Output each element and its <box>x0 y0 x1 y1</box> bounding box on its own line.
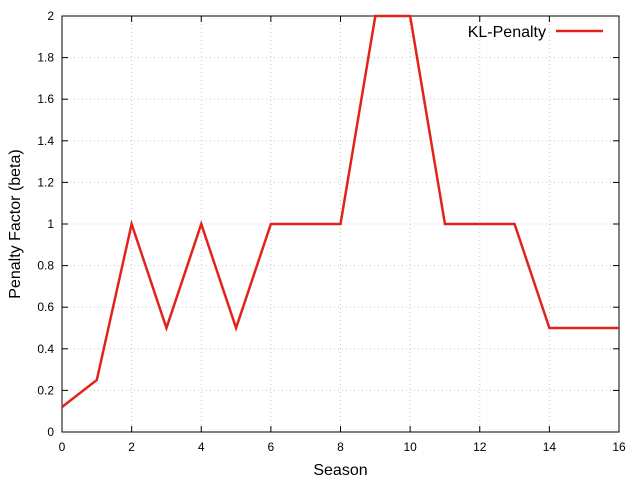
series-lines <box>61 14 619 409</box>
y-tick-label: 2 <box>47 9 54 23</box>
x-tick-label: 6 <box>268 440 275 454</box>
x-tick-label: 4 <box>198 440 205 454</box>
y-tick-label: 0 <box>47 425 54 439</box>
y-tick-label: 0.8 <box>37 259 54 273</box>
x-tick-label: 8 <box>337 440 344 454</box>
y-tick-label: 0.2 <box>37 383 54 397</box>
x-tick-label: 2 <box>128 440 135 454</box>
x-tick-label: 0 <box>59 440 66 454</box>
x-tick-label: 10 <box>403 440 417 454</box>
x-axis-label: Season <box>313 462 367 479</box>
x-tick-label: 14 <box>543 440 557 454</box>
legend-label: KL-Penalty <box>468 24 546 41</box>
y-tick-label: 1.6 <box>37 92 54 106</box>
y-axis-label: Penalty Factor (beta) <box>7 149 24 298</box>
y-tick-labels: 0 0.2 0.4 0.6 0.8 1 1.2 1.4 1.6 1.8 2 <box>37 9 54 439</box>
y-tick-label: 0.6 <box>37 300 54 314</box>
series-line <box>61 14 619 409</box>
legend: KL-Penalty <box>468 24 603 41</box>
y-tick-label: 1.8 <box>37 51 54 65</box>
x-tick-labels: 0 2 4 6 8 10 12 14 16 <box>59 440 626 454</box>
axis-ticks <box>61 15 620 433</box>
y-tick-label: 0.4 <box>37 342 54 356</box>
y-tick-label: 1.4 <box>37 134 54 148</box>
x-tick-label: 16 <box>612 440 626 454</box>
y-tick-label: 1 <box>47 217 54 231</box>
x-tick-label: 12 <box>473 440 487 454</box>
y-tick-label: 1.2 <box>37 175 54 189</box>
